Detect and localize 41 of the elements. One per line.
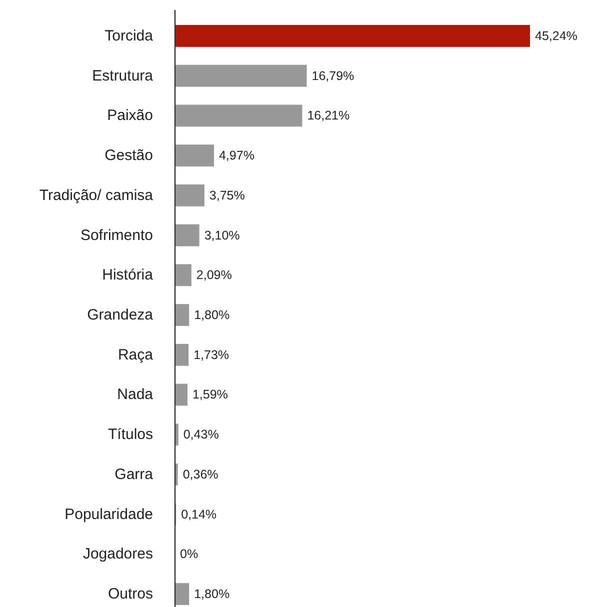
y-tick-label: Paixão (107, 107, 153, 124)
bar (175, 344, 189, 366)
y-tick-label: Tradição/ camisa (39, 186, 154, 204)
y-tick-label: Títulos (108, 426, 153, 444)
bar (175, 224, 200, 246)
y-tick-label: Sofrimento (80, 226, 153, 244)
data-label: 1,80% (194, 308, 230, 322)
y-tick-label: Popularidade (64, 506, 153, 523)
y-tick-label: Gestão (104, 147, 153, 164)
bar (175, 583, 190, 606)
data-label: 16,21% (307, 108, 350, 123)
y-tick-label: Outros (108, 586, 153, 603)
bar (175, 64, 307, 87)
y-tick-label: Nada (117, 386, 154, 404)
data-label: 0,14% (181, 507, 217, 522)
y-tick-label: Raça (118, 346, 154, 364)
y-tick-label: Grandeza (87, 306, 154, 324)
data-label: 0% (180, 547, 198, 562)
data-label: 1,80% (194, 587, 230, 602)
data-label: 0,43% (183, 428, 219, 442)
data-label: 3,75% (209, 188, 245, 202)
bar (175, 384, 188, 406)
y-tick-label: Garra (114, 466, 154, 483)
data-label: 1,73% (194, 348, 230, 362)
data-label: 45,24% (535, 28, 578, 43)
y-tick-label: História (102, 266, 154, 284)
data-label: 16,79% (312, 68, 354, 83)
y-tick-label: Torcida (104, 27, 154, 44)
data-label: 2,09% (196, 268, 232, 282)
bar (175, 104, 302, 127)
data-label: 3,10% (204, 228, 240, 242)
bar (175, 184, 204, 206)
data-label: 1,59% (192, 388, 228, 402)
y-tick-label: Jogadores (82, 546, 153, 563)
bar (175, 264, 192, 286)
data-label: 0,36% (182, 467, 218, 482)
data-label: 4,97% (219, 148, 254, 163)
bar (175, 144, 214, 166)
bar (175, 304, 190, 326)
bar (175, 24, 530, 47)
y-tick-label: Estrutura (92, 67, 154, 84)
